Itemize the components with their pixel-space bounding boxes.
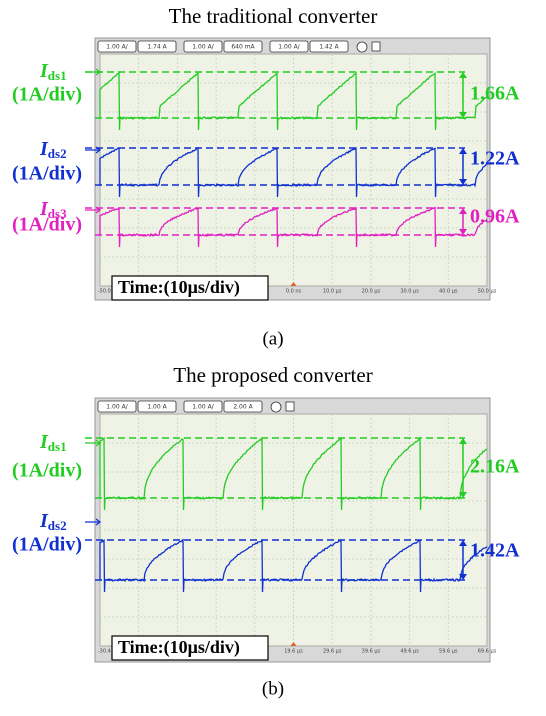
toolbar-text: 2.00 A xyxy=(233,404,253,411)
panel-caption: (a) xyxy=(262,328,283,349)
amplitude-label: 1.66A xyxy=(470,83,520,105)
label-arrow xyxy=(85,69,100,75)
x-tick-label: 19.6 μs xyxy=(284,649,303,655)
panel-caption: (b) xyxy=(262,678,284,699)
toolbar-text: 1.42 A xyxy=(319,44,339,51)
trace-subscript: ds1 xyxy=(48,68,67,83)
trace-name: Ids1 xyxy=(39,60,67,83)
trace-scale: (1A/div) xyxy=(12,534,82,556)
x-tick-label: 29.6 μs xyxy=(323,649,342,655)
toolbar-button xyxy=(286,402,294,411)
toolbar-text: 640 mA xyxy=(231,44,255,51)
trace-scale: (1A/div) xyxy=(12,460,82,482)
label-arrow xyxy=(85,440,100,446)
toolbar-text: 1.00 A/ xyxy=(192,404,214,411)
x-tick-label: 69.6 μs xyxy=(478,649,497,655)
label-arrow xyxy=(85,519,100,525)
toolbar-text: 1.00 A xyxy=(147,404,167,411)
x-tick-label: 10.0 μs xyxy=(323,289,342,295)
x-tick-label: 30.0 μs xyxy=(400,289,419,295)
amplitude-label: 2.16A xyxy=(470,456,520,478)
toolbar-text: 1.00 A/ xyxy=(278,44,300,51)
toolbar-button xyxy=(372,42,380,51)
x-tick-label: 0.0 ns xyxy=(286,289,302,295)
trace-name: Ids2 xyxy=(39,138,67,161)
toolbar-button xyxy=(271,402,281,412)
trace-scale: (1A/div) xyxy=(12,163,82,185)
x-tick-label: 50.0 μs xyxy=(478,289,497,295)
toolbar-text: 1.74 A xyxy=(147,44,167,51)
amplitude-label: 0.96A xyxy=(470,206,520,228)
trace-scale: (1A/div) xyxy=(12,84,82,106)
time-label: Time:(10μs/div) xyxy=(118,277,240,298)
x-tick-label: 20.0 μs xyxy=(362,289,381,295)
panel-title: The proposed converter xyxy=(173,363,372,387)
x-tick-label: 49.6 μs xyxy=(400,649,419,655)
trace-name: Ids2 xyxy=(39,510,67,533)
trace-scale: (1A/div) xyxy=(12,214,82,236)
amplitude-label: 1.22A xyxy=(470,148,520,170)
trace-subscript: ds2 xyxy=(48,146,67,161)
trace-name: Ids1 xyxy=(39,431,67,454)
figure: The traditional converter 1.00 A/1.74 A 1.… xyxy=(0,0,546,711)
x-tick-label: 40.0 μs xyxy=(439,289,458,295)
toolbar-text: 1.00 A/ xyxy=(106,404,128,411)
time-label: Time:(10μs/div) xyxy=(118,637,240,658)
toolbar-text: 1.00 A/ xyxy=(106,44,128,51)
panel-title: The traditional converter xyxy=(169,4,378,28)
trace-subscript: ds1 xyxy=(48,439,67,454)
amplitude-label: 1.42A xyxy=(470,540,520,562)
trace-subscript: ds2 xyxy=(48,518,67,533)
x-tick-label: 59.6 μs xyxy=(439,649,458,655)
toolbar-button xyxy=(357,42,367,52)
x-tick-label: 39.6 μs xyxy=(362,649,381,655)
toolbar-text: 1.00 A/ xyxy=(192,44,214,51)
